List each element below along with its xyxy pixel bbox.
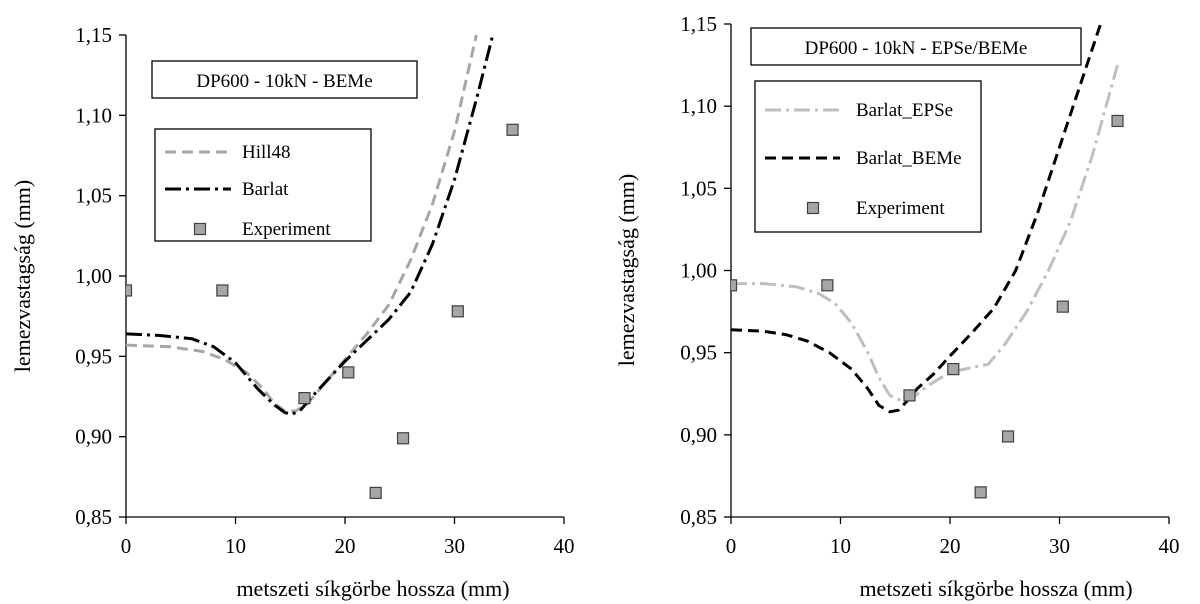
experiment-point — [126, 284, 133, 297]
x-tick-label: 30 — [444, 534, 465, 558]
chart-title-box — [750, 27, 1082, 66]
experiment-point — [821, 279, 834, 292]
chart-title-box — [151, 60, 418, 99]
y-tick-label: 1,10 — [75, 103, 112, 127]
y-tick-label: 1,15 — [75, 23, 112, 47]
y-tick-label: 0,85 — [680, 505, 717, 529]
experiment-point — [298, 392, 311, 405]
x-tick-label: 20 — [335, 534, 356, 558]
series-group — [731, 22, 1124, 499]
legend-label: Barlat — [242, 179, 289, 200]
series-group — [126, 34, 519, 499]
experiment-point — [1001, 430, 1015, 443]
left-chart-panel: 0,85 0,90 0,95 1,00 1,05 1,10 1,15 0 10 20 30 40 met… — [10, 23, 575, 601]
y-tick-label: 0,90 — [75, 425, 112, 449]
legend-box — [154, 128, 372, 242]
experiment-point — [342, 366, 355, 379]
legend-marker — [193, 222, 207, 236]
legend-marker — [806, 201, 820, 215]
experiment-point — [506, 123, 519, 136]
experiment-point — [731, 279, 738, 292]
x-tick-label: 40 — [1159, 534, 1180, 558]
experiment-point — [947, 363, 960, 376]
experiment-point — [451, 305, 464, 318]
x-axis-title: metszeti síkgörbe hossza (mm) — [236, 576, 509, 601]
experiment-point — [216, 284, 229, 297]
legend-label: Hill48 — [242, 142, 291, 163]
legend-label: Barlat_EPSe — [856, 100, 953, 121]
y-tick-label: 0,85 — [75, 505, 112, 529]
right-chart-panel: 0,85 0,90 0,95 1,00 1,05 1,10 1,15 0 10 20 30 40 met… — [614, 12, 1180, 601]
experiment-point — [396, 432, 410, 445]
experiment-point — [903, 389, 916, 402]
y-tick-label: 0,95 — [680, 341, 717, 365]
x-tick-label: 10 — [830, 534, 851, 558]
y-tick-label: 1,00 — [680, 259, 717, 283]
y-tick-label: 1,15 — [680, 12, 717, 36]
chart-title: DP600 - 10kN - BEMe — [196, 71, 372, 92]
x-tick-label: 10 — [225, 534, 246, 558]
series-line-barlat-beme — [731, 22, 1103, 414]
y-axis-title: lemezvastagság (mm) — [10, 180, 35, 372]
y-axis-title: lemezvastagság (mm) — [614, 174, 639, 366]
y-tick-label: 1,00 — [75, 264, 112, 288]
x-tick-label: 30 — [1049, 534, 1070, 558]
x-tick-label: 20 — [940, 534, 961, 558]
experiment-point — [369, 486, 382, 499]
experiment-point — [974, 486, 987, 499]
y-tick-label: 0,95 — [75, 344, 112, 368]
x-axis-title: metszeti síkgörbe hossza (mm) — [859, 576, 1132, 601]
x-tick-label: 0 — [726, 534, 737, 558]
y-tick-label: 1,05 — [680, 176, 717, 200]
y-tick-label: 0,90 — [680, 423, 717, 447]
legend-label: Barlat_BEMe — [856, 148, 962, 169]
chart-title: DP600 - 10kN - EPSe/BEMe — [805, 38, 1028, 59]
y-tick-label: 1,05 — [75, 184, 112, 208]
experiment-point — [1056, 300, 1069, 313]
x-tick-label: 0 — [121, 534, 132, 558]
legend-label: Experiment — [242, 219, 331, 240]
experiment-point — [1111, 114, 1124, 128]
x-tick-label: 40 — [554, 534, 575, 558]
legend-label: Experiment — [856, 198, 945, 219]
y-tick-label: 1,10 — [680, 94, 717, 118]
